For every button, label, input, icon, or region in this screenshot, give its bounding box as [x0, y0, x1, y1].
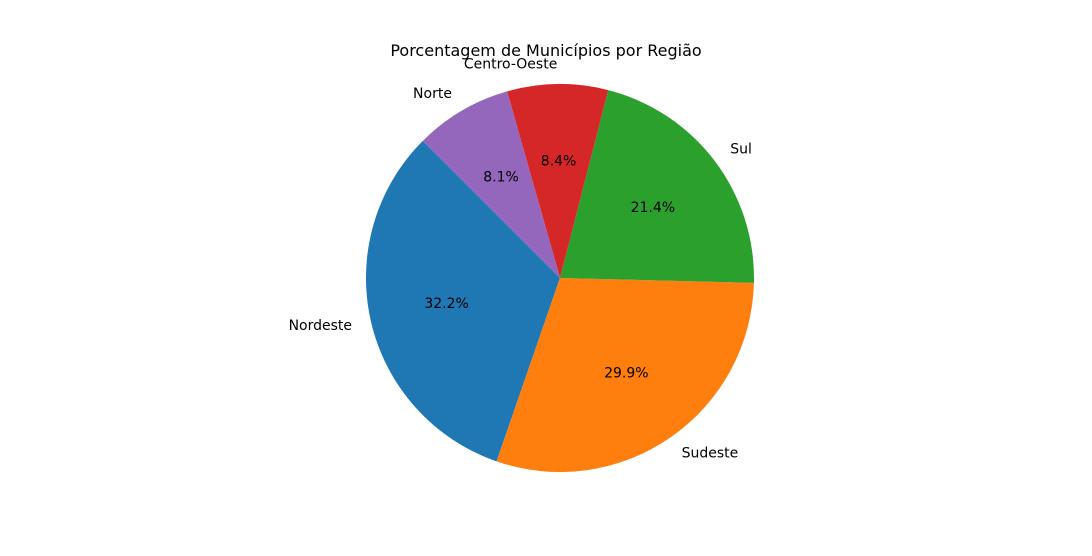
- slice-label-nordeste: Nordeste: [289, 318, 352, 334]
- pie-slice-norte: [422, 91, 560, 278]
- pie-slice-sul: [560, 90, 754, 283]
- slice-label-sudeste: Sudeste: [682, 445, 739, 461]
- slice-pct-sudeste: 29.9%: [604, 366, 648, 382]
- slices-layer: [365, 83, 754, 472]
- slice-pct-norte: 8.1%: [483, 170, 519, 186]
- labels-layer: Nordeste 32.2% Sudeste 29.9% Sul 21.4% Centro-…: [289, 57, 752, 462]
- pie-slice-nordeste: [365, 140, 560, 462]
- slice-label-norte: Norte: [413, 86, 452, 102]
- slice-pct-sul: 21.4%: [631, 200, 675, 216]
- pie-slice-sudeste: [496, 278, 754, 472]
- slice-label-centro-oeste: Centro-Oeste: [464, 57, 558, 73]
- slice-label-sul: Sul: [730, 141, 752, 157]
- chart-title: Porcentagem de Municípios por Região: [390, 41, 702, 60]
- pie-slice-centro-oeste: [507, 83, 609, 278]
- slice-pct-nordeste: 32.2%: [424, 296, 468, 312]
- slice-pct-centro-oeste: 8.4%: [541, 154, 577, 170]
